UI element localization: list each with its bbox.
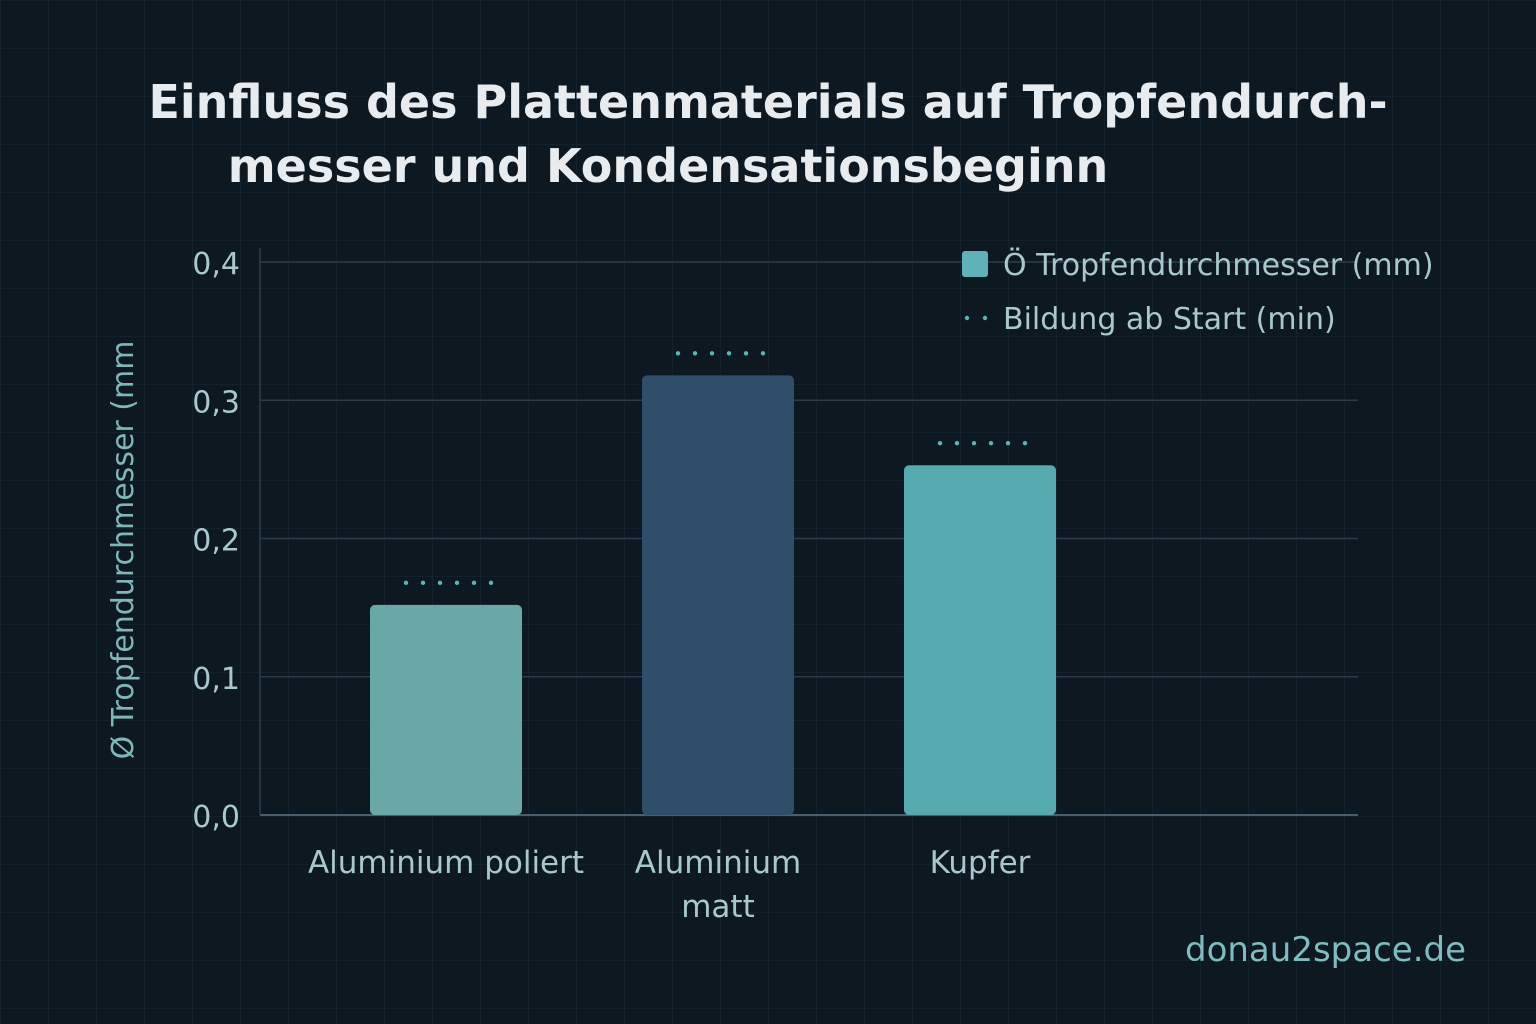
onset-dot: [1022, 441, 1028, 446]
onset-dot: [954, 441, 960, 446]
onset-dot: [488, 580, 494, 586]
onset-dot: [437, 580, 443, 586]
y-tick-label: 0,2: [192, 524, 240, 559]
onset-dot: [403, 580, 409, 586]
chart-title-line-1: Einfluss des Plattenmaterials auf Tropfe…: [148, 75, 1388, 129]
onset-dot: [743, 351, 749, 356]
legend-label: Bildung ab Start (min): [1003, 302, 1336, 337]
y-tick-label: 0,1: [192, 662, 240, 697]
chart-title: Einfluss des Plattenmaterials auf Tropfe…: [0, 70, 1536, 198]
onset-dot: [692, 351, 698, 356]
y-tick-label: 0,3: [192, 385, 240, 420]
legend: Ö Tropfendurchmesser (mm) Bildung ab Star…: [962, 247, 1434, 337]
y-axis: 0,0 0,1 0,2 0,3 0,4: [192, 247, 261, 835]
bar: [904, 465, 1056, 815]
y-tick-label: 0,0: [192, 800, 240, 835]
onset-dot: [675, 351, 681, 356]
onset-dot: [971, 441, 977, 446]
bars: [370, 351, 1056, 815]
legend-swatch-square: [962, 251, 988, 277]
onset-dot: [988, 441, 994, 446]
onset-dot: [937, 441, 943, 446]
onset-dot: [420, 580, 426, 586]
x-axis-labels: Aluminium poliert Aluminium matt Kupfer: [308, 845, 1031, 925]
legend-label: Ö Tropfendurchmesser (mm): [1003, 247, 1434, 283]
source-credit: donau2space.de: [1185, 930, 1466, 970]
bar: [370, 604, 522, 815]
chart-title-line-2: messer und Kondensationsbeginn: [227, 139, 1109, 193]
y-tick-label: 0,4: [192, 247, 240, 282]
bar: [642, 375, 794, 815]
legend-swatch-dot: [964, 315, 970, 321]
legend-swatch-dot: [982, 315, 988, 321]
onset-dot: [454, 580, 460, 586]
onset-dot: [709, 351, 715, 356]
onset-dot: [726, 351, 732, 356]
y-axis-label: Ø Tropfendurchmesser (mm: [106, 341, 141, 760]
onset-dot: [760, 351, 766, 356]
onset-dot: [471, 580, 477, 586]
onset-dot: [1005, 441, 1011, 446]
x-tick-label: Aluminium matt: [635, 845, 801, 925]
x-tick-label: Kupfer: [930, 845, 1031, 881]
x-tick-label: Aluminium poliert: [308, 845, 584, 881]
